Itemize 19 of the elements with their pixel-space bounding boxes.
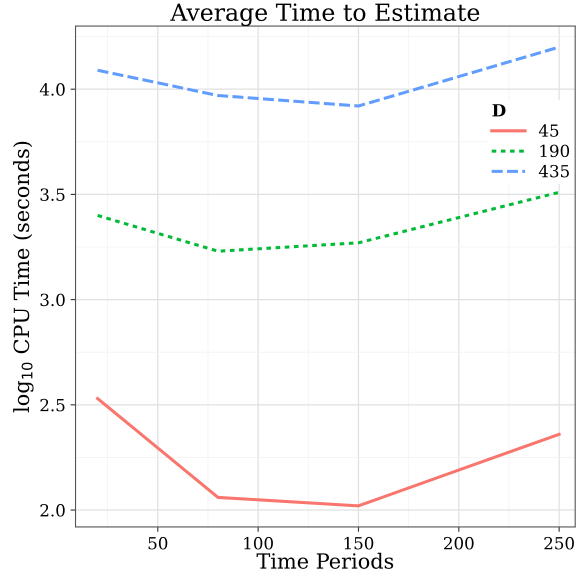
line-series (96, 396, 561, 508)
y-tick-label: 4.0 (40, 83, 65, 96)
chart-title: Average Time to Estimate (170, 3, 480, 26)
x-tick-label: 50 (148, 536, 168, 550)
line-series (96, 190, 561, 253)
x-tick-label: 100 (244, 536, 273, 550)
legend-label: 45 (538, 124, 558, 137)
y-axis-title: log$_{10}$ CPU Time (seconds) (13, 142, 34, 412)
y-tick-label: 3.0 (40, 294, 65, 306)
legend-label: 190 (540, 144, 570, 158)
x-tick-label: 150 (344, 536, 374, 550)
x-tick-label: 250 (544, 536, 574, 550)
legend-label: 435 (538, 164, 569, 178)
y-tick-label: 3.5 (40, 188, 65, 201)
x-axis-title: Time Periods (256, 552, 394, 569)
legend-title: D (492, 104, 506, 116)
y-tick-label: 2.0 (40, 504, 65, 517)
y-tick-label: 2.5 (40, 398, 65, 412)
x-tick-label: 200 (444, 536, 474, 550)
